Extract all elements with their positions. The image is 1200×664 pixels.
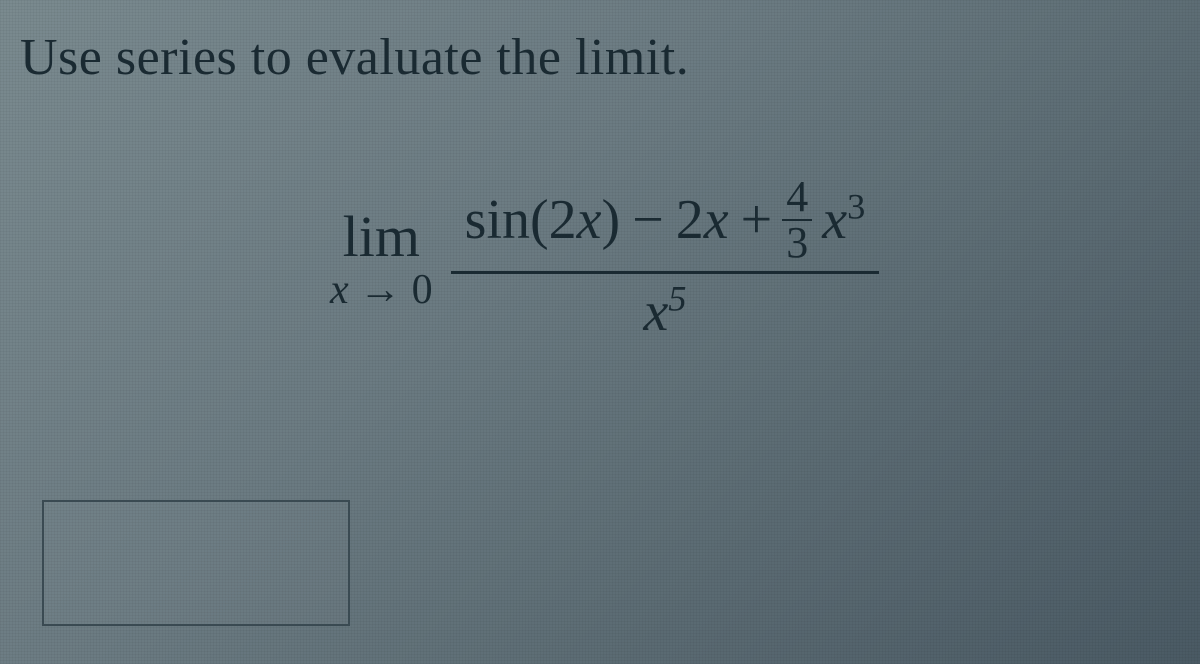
limit-operator: lim x → 0 xyxy=(330,207,433,312)
main-fraction: sin(2x) − 2x + 4 3 x3 x5 xyxy=(451,175,880,344)
exp-3: 3 xyxy=(847,186,865,226)
minus-sign: − xyxy=(632,188,664,252)
lim-approach: x → 0 xyxy=(330,268,433,312)
plus-sign: + xyxy=(741,188,773,252)
question-prompt: Use series to evaluate the limit. xyxy=(20,28,689,87)
sin-term: sin(2x) xyxy=(465,188,621,252)
coef-num: 4 xyxy=(782,175,812,219)
x-2: x xyxy=(822,189,847,251)
lim-value: 0 xyxy=(412,267,433,313)
sin-x: x xyxy=(577,189,602,251)
numerator-row: sin(2x) − 2x + 4 3 x3 xyxy=(459,175,872,265)
sin-open: sin(2 xyxy=(465,189,577,251)
lim-label: lim xyxy=(330,207,433,268)
sin-close: ) xyxy=(602,189,621,251)
den-x: x xyxy=(643,281,668,343)
coef-2: 2 xyxy=(676,189,704,251)
answer-input[interactable] xyxy=(42,500,350,626)
lim-var: x xyxy=(330,267,349,313)
fraction-denominator: x5 xyxy=(635,274,694,344)
x-cubed-term: x3 xyxy=(822,188,865,252)
x-1: x xyxy=(704,189,729,251)
fraction-numerator: sin(2x) − 2x + 4 3 x3 xyxy=(451,175,880,271)
coef-den: 3 xyxy=(782,221,812,265)
coef-fraction: 4 3 xyxy=(782,175,812,265)
arrow-icon: → xyxy=(359,268,401,312)
x-fifth-term: x5 xyxy=(643,280,686,344)
two-x-term: 2x xyxy=(676,188,729,252)
limit-expression: lim x → 0 sin(2x) − 2x + 4 3 xyxy=(330,175,879,344)
exp-5: 5 xyxy=(668,278,686,318)
